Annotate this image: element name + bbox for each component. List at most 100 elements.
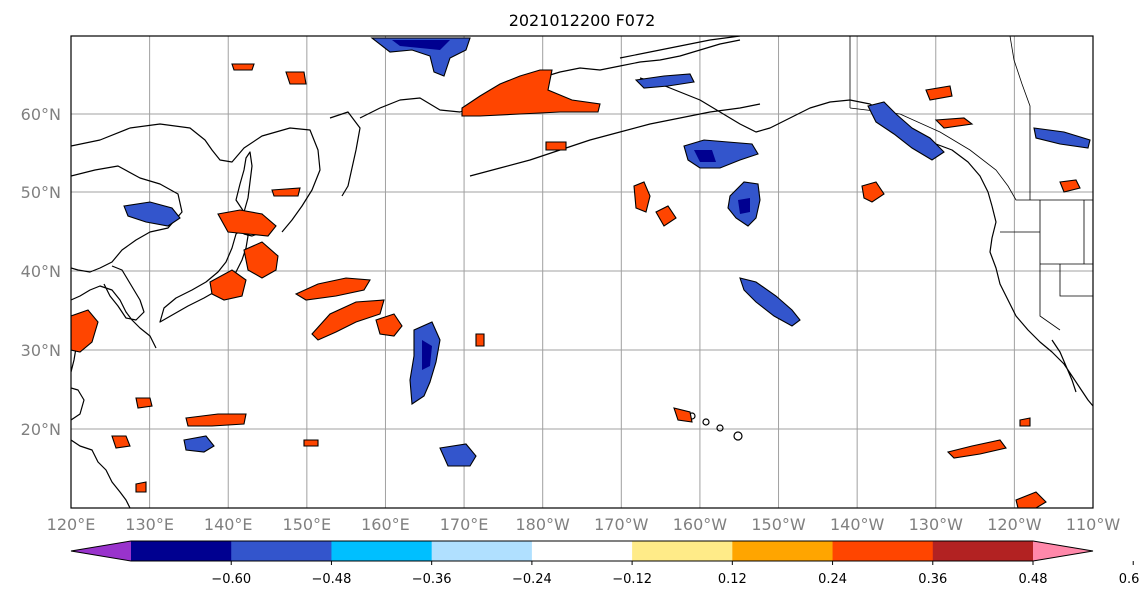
latitude-label: 30°N (21, 341, 61, 360)
contour-negative-core (392, 40, 450, 50)
island (733, 431, 743, 441)
contour-positive-area (946, 439, 1007, 459)
contour-positive-area (1019, 417, 1031, 427)
contour-positive-area (185, 413, 247, 427)
longitude-label: 120°W (987, 515, 1042, 534)
colorbar-tick-label: −0.48 (312, 572, 352, 587)
contour-positive-area (71, 309, 99, 353)
colorbar-segment (431, 541, 533, 561)
colorbar-tick-label: 0.12 (718, 572, 747, 587)
contour-positive-area (461, 69, 601, 117)
longitude-label: 180°W (516, 515, 571, 534)
colorbar-segment (231, 541, 332, 561)
island (716, 424, 724, 432)
colorbar-tick-label: −0.12 (612, 572, 652, 587)
colorbar-tick-label: −0.24 (512, 572, 552, 587)
latitude-label: 50°N (21, 183, 61, 202)
contour-positive-area (925, 85, 953, 101)
longitude-label: 150°E (283, 515, 332, 534)
map-title: 2021012200 F072 (509, 11, 656, 30)
contour-positive-area (655, 205, 677, 227)
contour-positive-area (934, 117, 974, 129)
colorbar-tick-label: −0.36 (412, 572, 452, 587)
latitude-labels: 60°N 50°N 40°N 30°N 20°N (21, 105, 61, 439)
longitude-label: 120°E (47, 515, 96, 534)
colorbar-segment (331, 541, 433, 561)
contour-negative-area (370, 37, 471, 77)
coastline-asia (71, 165, 183, 508)
longitude-label: 130°W (909, 515, 964, 534)
coastline-alaska (619, 36, 993, 207)
contour-negative-core (422, 340, 432, 370)
longitude-label: 150°W (751, 515, 806, 534)
contour-positive-area (1059, 179, 1081, 193)
contour-positive-area (861, 181, 885, 203)
colorbar-extend-high (1033, 541, 1093, 561)
contour-negative-area (1033, 127, 1091, 149)
map-frame (70, 35, 1094, 509)
colorbar-outline (70, 540, 1094, 562)
contour-positive-area (135, 481, 147, 493)
longitude-label: 140°E (204, 515, 253, 534)
map-content (71, 36, 1093, 508)
gridlines (71, 36, 1093, 508)
colorbar-tick-label: 0.48 (1019, 572, 1048, 587)
contour-positive-area (545, 141, 567, 151)
contour-positive-area (673, 407, 693, 423)
colorbar-segment (932, 541, 1034, 561)
longitude-labels: 120°E 130°E 140°E 150°E 160°E 170°E 180°W 170°W… (47, 515, 1121, 534)
colorbar-tick-label: 0.36 (918, 572, 947, 587)
contour-negative-core (738, 198, 750, 214)
longitude-label: 170°W (594, 515, 649, 534)
coastline-aleutians (469, 103, 761, 177)
longitude-label: 160°E (361, 515, 410, 534)
colorbar-tick-label: 0.24 (818, 572, 847, 587)
colorbar-segment (832, 541, 934, 561)
contour-positive-area (475, 333, 485, 347)
contour-positive-area (303, 439, 319, 447)
longitude-label: 110°W (1066, 515, 1121, 534)
border-canada-us (849, 36, 1093, 201)
colorbar-segment (732, 541, 834, 561)
contour-positive-area (294, 277, 371, 301)
colorbar-segment (131, 541, 232, 561)
colorbar: −0.60 −0.48 −0.36 −0.24 −0.12 0.12 0.24 0.36 0.4… (70, 540, 1139, 587)
map-panel: 60°N 50°N 40°N 30°N 20°N 120°E 130°E 140°E 150°… (21, 35, 1121, 534)
colorbar-extend-low (71, 541, 131, 561)
longitude-label: 130°E (125, 515, 174, 534)
contour-negative-area (867, 101, 945, 161)
contour-negative-area (739, 277, 801, 327)
contour-positive-area (271, 187, 301, 197)
contour-negative-core (694, 150, 716, 162)
colorbar-segment (632, 541, 733, 561)
contour-positive-area (285, 71, 307, 85)
contour-field (71, 37, 1091, 508)
colorbar-tick-label: −0.60 (211, 572, 251, 587)
contour-positive-area (209, 269, 247, 301)
latitude-label: 60°N (21, 105, 61, 124)
contour-positive-area (243, 241, 279, 279)
contour-positive-area (231, 63, 255, 71)
contour-positive-area (311, 299, 385, 341)
latitude-label: 40°N (21, 262, 61, 281)
colorbar-segment (531, 541, 633, 561)
border-us-states (1000, 200, 1093, 331)
longitude-label: 140°W (830, 515, 885, 534)
coastline-sakhalin (235, 151, 253, 213)
contour-positive-area (135, 397, 153, 409)
contour-negative-area (634, 73, 695, 89)
contour-negative-area (123, 201, 181, 227)
contour-positive-area (633, 181, 651, 213)
contour-positive-area (111, 435, 131, 449)
contour-positive-area (375, 313, 403, 337)
contour-positive-area (217, 209, 277, 237)
contour-negative-area (183, 435, 215, 453)
coastline-north-america (989, 205, 1093, 407)
longitude-label: 160°W (673, 515, 728, 534)
latitude-label: 20°N (21, 420, 61, 439)
coastlines (71, 36, 1093, 508)
longitude-label: 170°E (440, 515, 489, 534)
contour-positive-area (1015, 491, 1047, 508)
island (702, 418, 710, 426)
